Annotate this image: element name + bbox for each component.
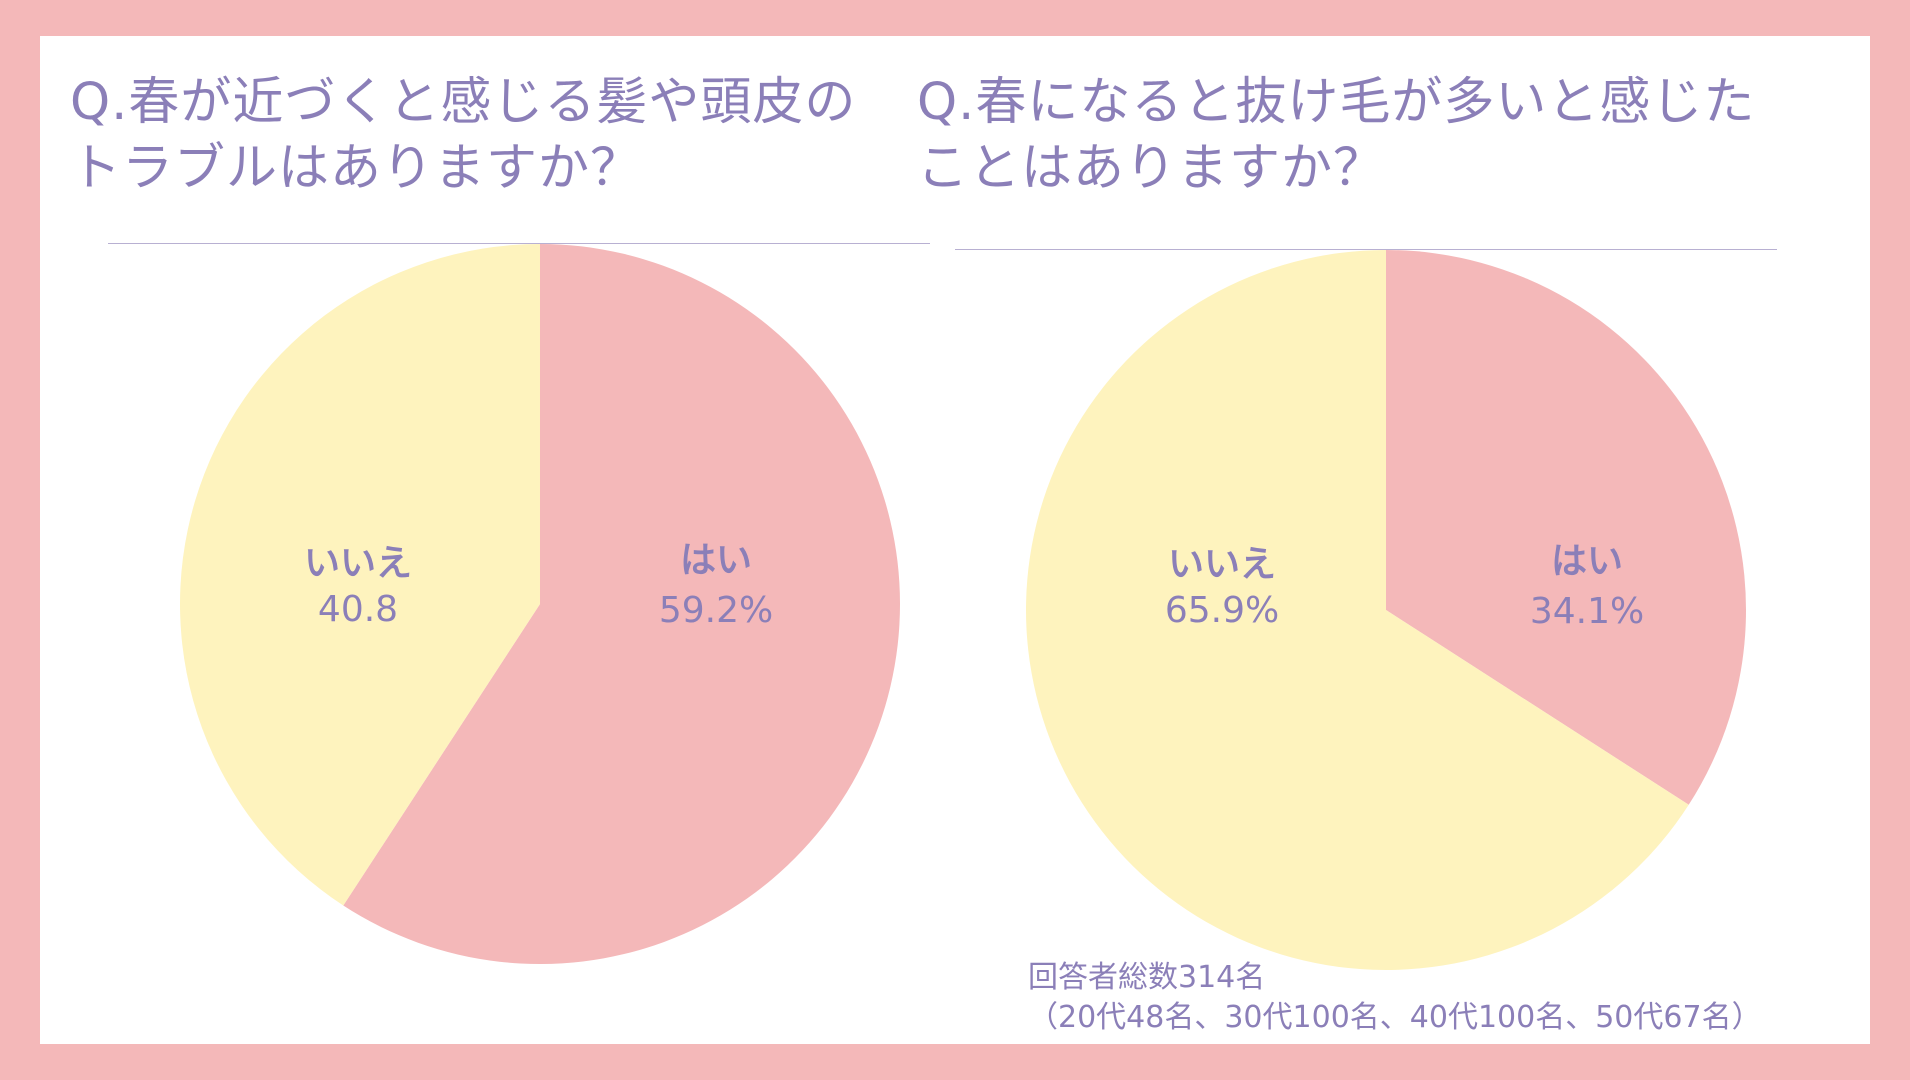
pie-left-slice-no xyxy=(180,244,540,906)
pie-right-value-no: 65.9% xyxy=(1165,590,1279,631)
pie-left-value-yes: 59.2% xyxy=(659,590,773,631)
pie-right-slice-yes xyxy=(1386,250,1746,805)
chart-left-pie: いいえ 40.8 はい 59.2% xyxy=(180,244,901,965)
respondent-footnote: 回答者総数314名 （20代48名、30代100名、40代100名、50代67名… xyxy=(1028,958,1762,1038)
chart-left-title: Q.春が近づくと感じる髪や頭皮の トラブルはありますか？ xyxy=(68,70,890,202)
chart-right-title-rule xyxy=(955,249,1777,250)
pie-left-slice-yes xyxy=(343,244,901,965)
chart-left-title-line-1: Q.春が近づくと感じる髪や頭皮の xyxy=(70,73,857,132)
pie-right-label-yes: はい xyxy=(1551,541,1623,582)
chart-right-title: Q.春になると抜け毛が多いと感じた ことはありますか？ xyxy=(915,70,1756,202)
footnote-total: 回答者総数314名 xyxy=(1028,960,1266,995)
pie-left-label-yes: はい xyxy=(680,540,752,581)
pie-right-slice-no xyxy=(1026,250,1689,971)
pie-right-label-no: いいえ xyxy=(1168,544,1276,585)
pie-left-value-no: 40.8 xyxy=(318,589,398,630)
chart-right: Q.春になると抜け毛が多いと感じた ことはありますか？ xyxy=(915,70,1756,970)
chart-left: Q.春が近づくと感じる髪や頭皮の トラブルはありますか？ xyxy=(68,70,890,970)
chart-right-pie: いいえ 65.9% はい 34.1% xyxy=(1026,250,1746,971)
chart-left-title-line-2: トラブルはありますか？ xyxy=(70,139,643,198)
chart-left-title-rule xyxy=(108,243,930,244)
pie-right-value-yes: 34.1% xyxy=(1530,591,1644,632)
chart-right-title-line-1: Q.春になると抜け毛が多いと感じた xyxy=(917,73,1756,132)
footnote-breakdown: （20代48名、30代100名、40代100名、50代67名） xyxy=(1028,1000,1762,1035)
pie-left-label-no: いいえ xyxy=(304,543,412,584)
chart-right-title-line-2: ことはありますか？ xyxy=(917,139,1386,198)
